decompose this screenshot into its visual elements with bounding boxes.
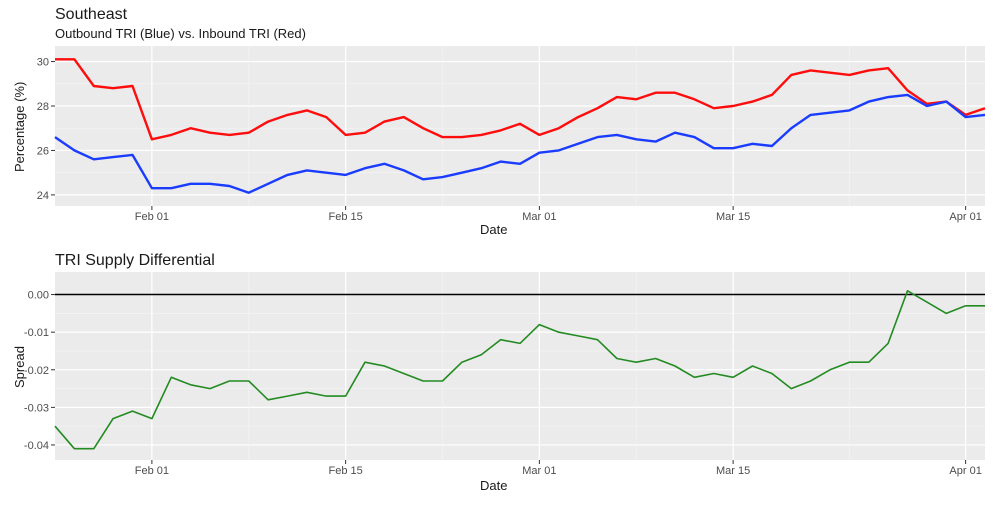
y-tick-label: 28 bbox=[37, 101, 49, 113]
x-tick-label: Mar 15 bbox=[716, 211, 750, 223]
x-tick-label: Mar 01 bbox=[522, 211, 556, 223]
y-tick-label: 26 bbox=[37, 145, 49, 157]
x-tick-label: Feb 01 bbox=[135, 465, 169, 477]
x-tick-label: Feb 15 bbox=[329, 211, 363, 223]
x-tick-label: Apr 01 bbox=[949, 465, 981, 477]
x-tick-label: Feb 15 bbox=[329, 465, 363, 477]
top-plot-bg bbox=[55, 46, 985, 206]
y-tick-label: 30 bbox=[37, 57, 49, 69]
chart-svg: 24 26 28 30 Feb 01 Feb 15 Mar 01 Mar 15 Apr 01 -0… bbox=[0, 0, 1000, 505]
y-tick-label: 0.00 bbox=[28, 290, 49, 302]
chart-container: Southeast Outbound TRI (Blue) vs. Inboun… bbox=[0, 0, 1000, 505]
y-tick-label: -0.03 bbox=[24, 402, 49, 414]
y-tick-label: 24 bbox=[37, 190, 49, 202]
x-tick-label: Feb 01 bbox=[135, 211, 169, 223]
bottom-plot-bg bbox=[55, 272, 985, 460]
x-tick-label: Apr 01 bbox=[949, 211, 981, 223]
x-tick-label: Mar 01 bbox=[522, 465, 556, 477]
x-tick-label: Mar 15 bbox=[716, 465, 750, 477]
y-tick-label: -0.01 bbox=[24, 327, 49, 339]
y-tick-label: -0.04 bbox=[24, 440, 49, 452]
y-tick-label: -0.02 bbox=[24, 365, 49, 377]
